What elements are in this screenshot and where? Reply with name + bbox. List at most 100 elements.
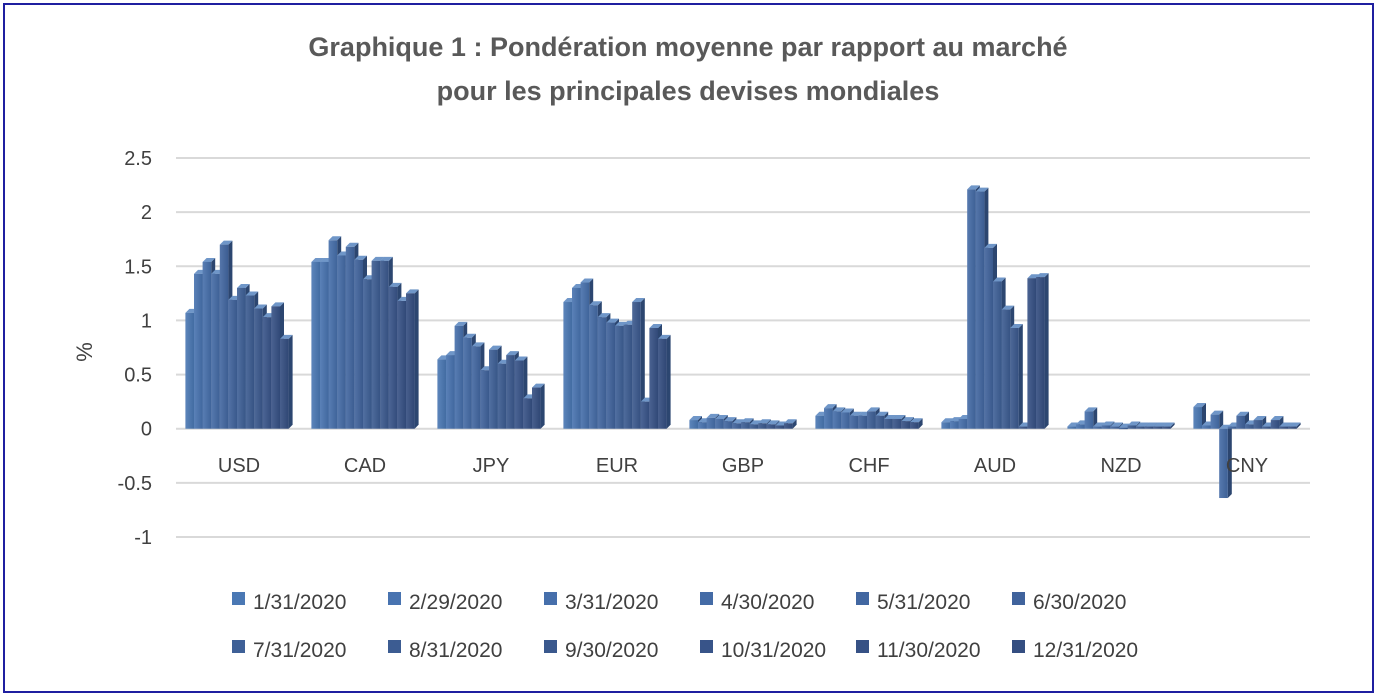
y-tick-label: 2.5 (124, 148, 152, 170)
bar-shade (1270, 420, 1280, 429)
bar-shade (254, 308, 263, 429)
bar-side (1044, 273, 1049, 429)
bar-shade (723, 421, 733, 429)
bar-side (540, 383, 545, 429)
bar-top (1279, 422, 1292, 427)
bar-top (1036, 273, 1049, 278)
bar-top (993, 277, 1006, 282)
bar-shade (758, 423, 767, 429)
bar-top (758, 419, 771, 424)
legend-label: 10/31/2020 (721, 639, 826, 662)
bar-side (640, 298, 645, 429)
legend-swatch (388, 640, 401, 653)
bar-shade (1018, 426, 1028, 429)
bar-shade (228, 299, 237, 429)
bar-shade (632, 302, 641, 429)
bar-side (414, 289, 419, 429)
legend-label: 7/31/2020 (253, 639, 346, 662)
legend-swatch (700, 640, 713, 653)
bar-shade (337, 255, 346, 429)
bar-top (1101, 421, 1115, 426)
bar-shade (271, 306, 280, 429)
bar-side (1227, 424, 1232, 499)
bar-top (463, 333, 476, 338)
bar-shade (715, 418, 724, 429)
bar-top (766, 420, 780, 425)
bar-top (841, 408, 854, 413)
legend-label: 9/30/2020 (565, 639, 658, 662)
bar-shade (658, 338, 667, 429)
bar-shade (1262, 426, 1271, 429)
x-category-label: CHF (848, 455, 889, 477)
bar-shade (437, 359, 446, 429)
bar-shade (1153, 426, 1162, 429)
bar-shade (910, 422, 919, 429)
bar-top (371, 256, 385, 261)
bar-shade (311, 261, 320, 429)
y-tick-label: -1 (134, 527, 152, 549)
bar-shade (380, 260, 389, 429)
bar-shade (884, 418, 893, 429)
bar-shade (749, 424, 759, 429)
bar-shade (1036, 277, 1045, 429)
bar-side (792, 419, 797, 429)
bar-shade (993, 281, 1002, 429)
bar-shade (597, 317, 607, 429)
x-category-label: JPY (473, 455, 510, 477)
bar-top (354, 255, 367, 260)
legend-label: 6/30/2020 (1033, 591, 1126, 614)
bar-shade (950, 421, 959, 429)
bar-top (454, 321, 468, 326)
y-tick-label: 1 (141, 310, 152, 332)
bar-shade (1119, 427, 1128, 430)
bar-shade (489, 349, 498, 429)
chart-title-line-1: Graphique 1 : Pondération moyenne par ra… (308, 32, 1067, 62)
bar-side (288, 334, 293, 429)
legend-label: 12/31/2020 (1033, 639, 1138, 662)
legend-swatch (856, 592, 869, 605)
bar-shade (1144, 426, 1154, 429)
bar-top (1001, 305, 1015, 310)
bar-shade (867, 411, 876, 429)
bar-top (1253, 416, 1267, 421)
bar-top (328, 236, 342, 241)
bar-shade (345, 246, 355, 429)
bar-shade (589, 305, 598, 429)
bar-top (967, 185, 980, 190)
bar-top (884, 414, 897, 419)
bar-shade (815, 415, 824, 429)
bar-top (875, 411, 889, 416)
bar-side (666, 334, 671, 429)
legend-swatch (232, 592, 245, 605)
bar-shade (875, 415, 885, 429)
legend-label: 1/31/2020 (253, 591, 346, 614)
bar-top (1144, 422, 1158, 427)
bar-side (1170, 422, 1175, 429)
legend-label: 4/30/2020 (721, 591, 814, 614)
bar-top (784, 419, 797, 424)
bar-top (606, 318, 619, 323)
bar-top (597, 313, 611, 318)
bar-top (580, 278, 594, 283)
bar-shade (1067, 426, 1076, 429)
bar-shade (706, 417, 716, 429)
bar-shade (219, 244, 229, 429)
bar-top (471, 342, 485, 347)
bar-top (506, 351, 519, 356)
bar-side (1202, 403, 1206, 429)
bar-shade (832, 411, 842, 429)
x-category-label: CAD (344, 455, 386, 477)
bar-shade (1101, 425, 1111, 429)
bar-shade (623, 324, 633, 429)
legend-label: 5/31/2020 (877, 591, 970, 614)
bar-shade (784, 423, 793, 429)
bar-shade (1193, 407, 1202, 429)
bar-shade (640, 401, 650, 429)
bar-top (388, 282, 402, 287)
bar-shade (1136, 426, 1145, 429)
bar-top (715, 414, 728, 419)
bar-shade (506, 355, 515, 429)
bar-shade (471, 346, 481, 429)
bar-top (489, 345, 502, 350)
bar-shade (1210, 414, 1220, 429)
